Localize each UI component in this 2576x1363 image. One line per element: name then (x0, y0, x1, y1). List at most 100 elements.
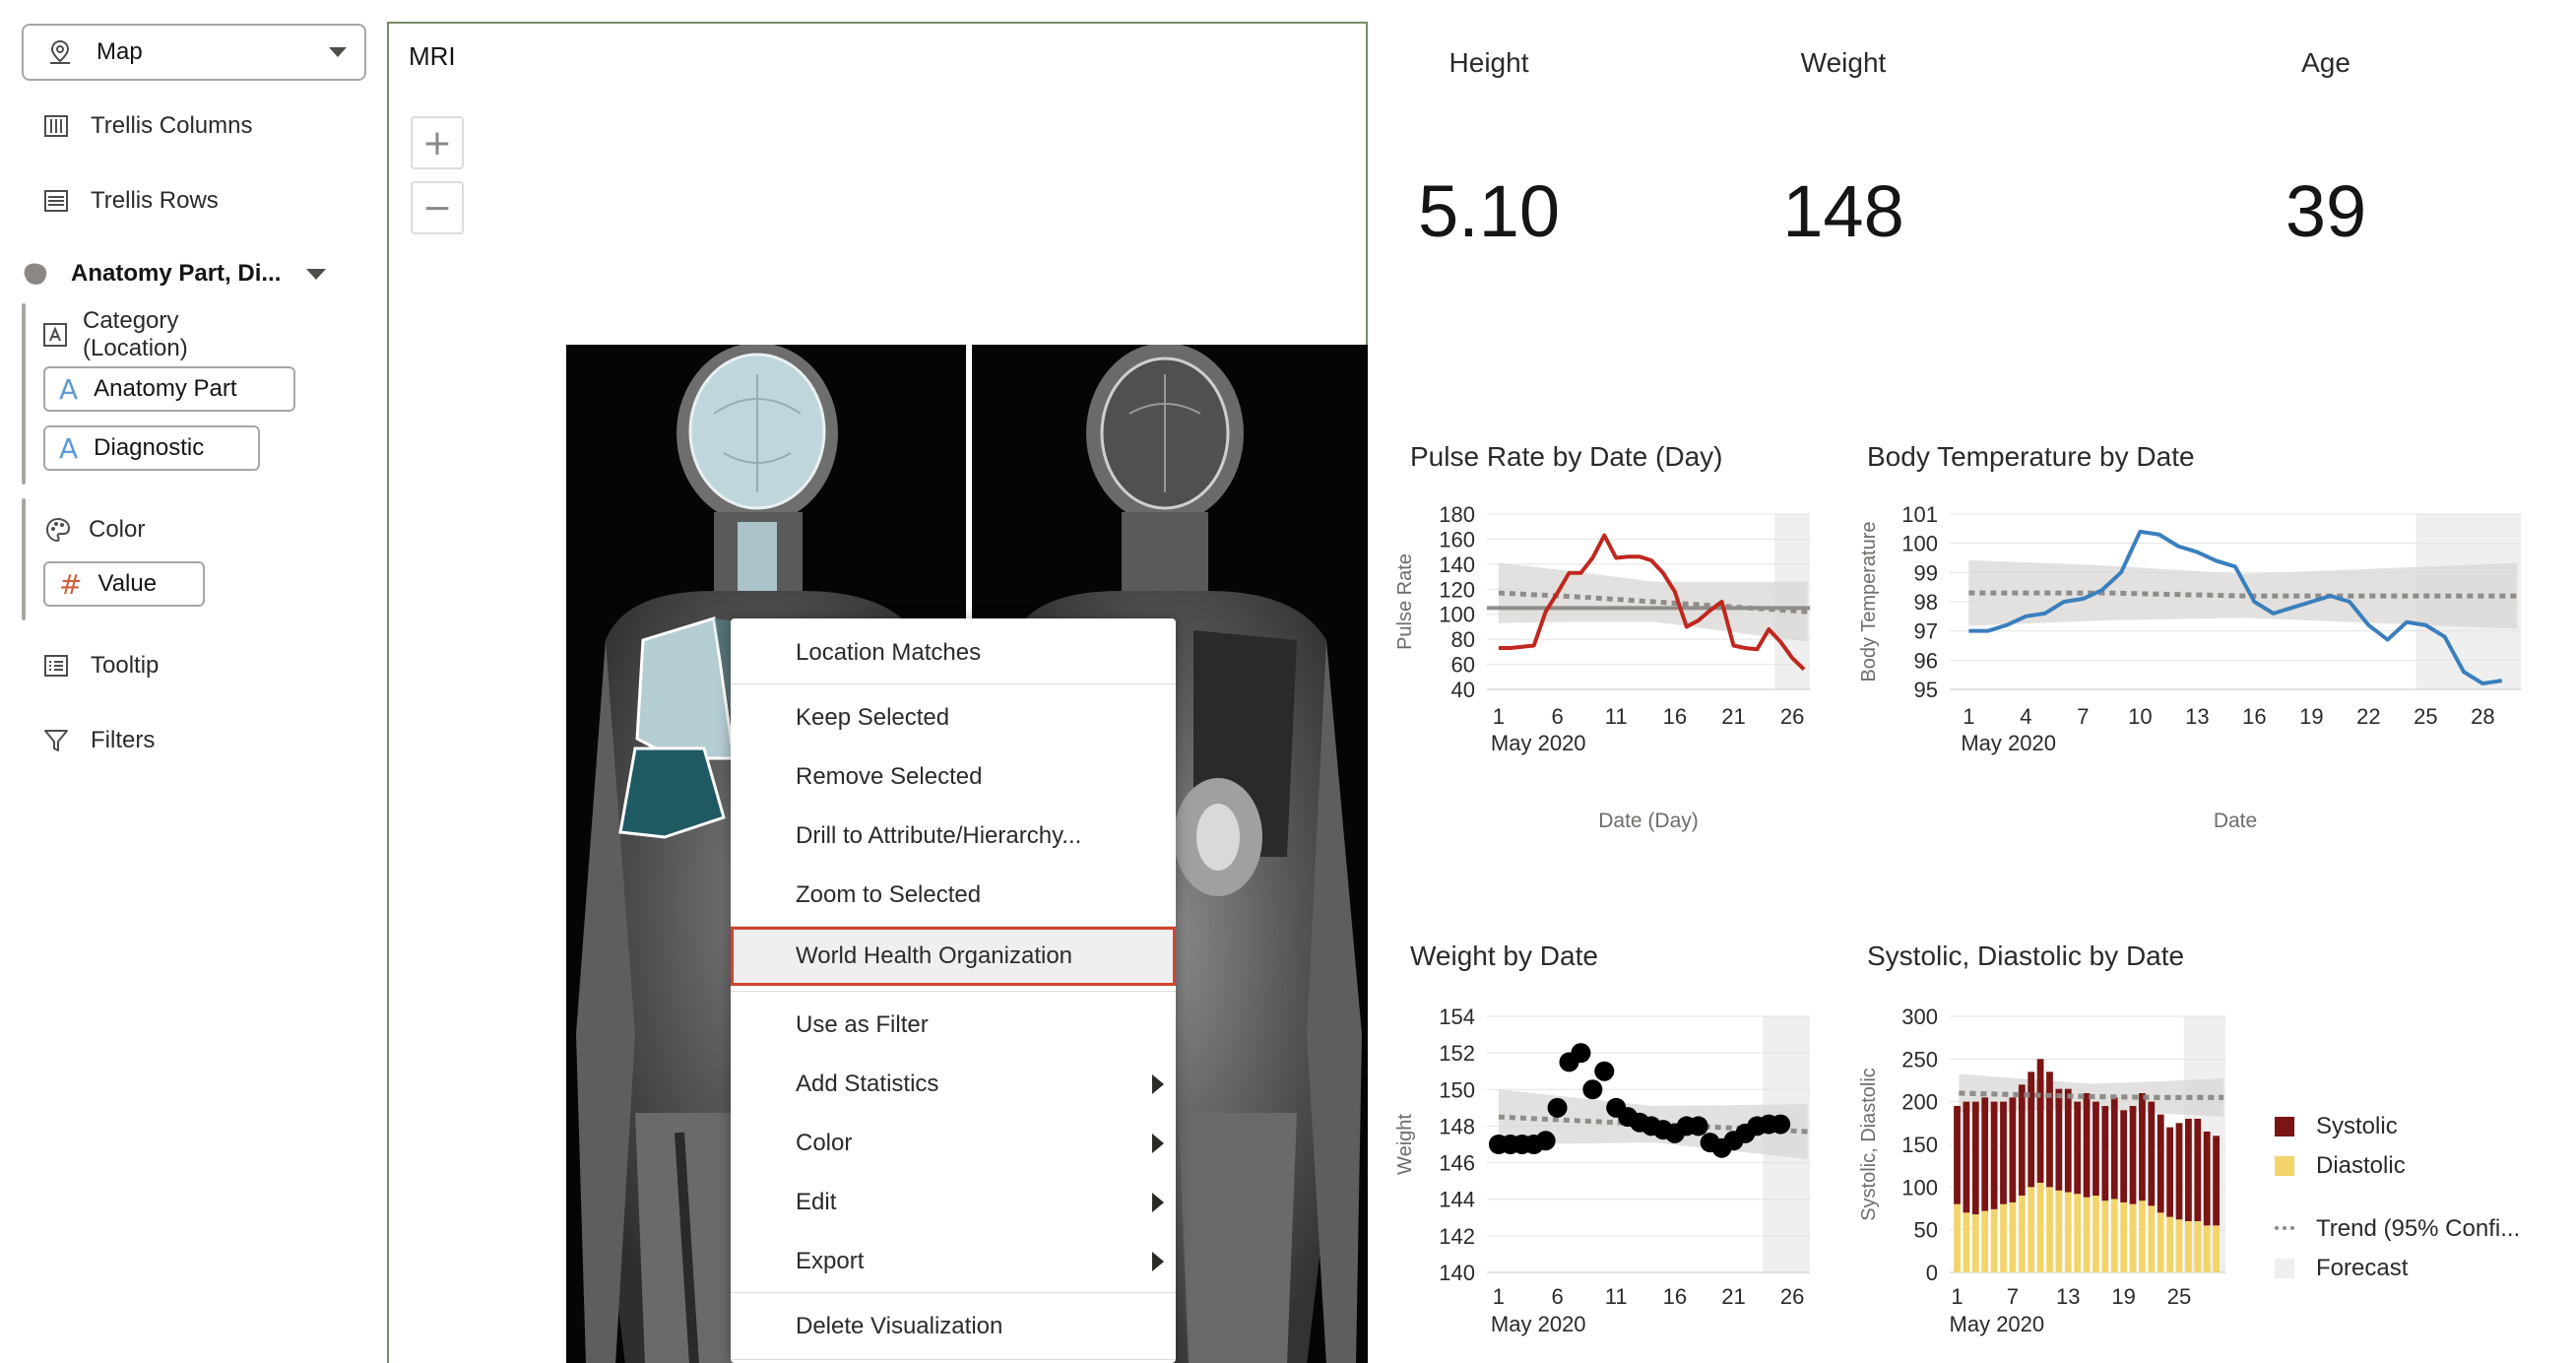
series-line (1498, 533, 1806, 672)
kpi-height-value[interactable]: 5.10 (1417, 170, 1561, 252)
y-tick-label: 140 (1439, 552, 1475, 577)
menu-item-remove-selected[interactable]: Remove Selected (731, 747, 1176, 807)
trellis-rows-label: Trellis Rows (91, 187, 219, 214)
context-menu: Location Matches Keep Selected Remove Se… (731, 618, 1176, 1363)
x-tick-label: 25 (2414, 704, 2437, 729)
x-tick-label: 13 (2185, 704, 2209, 729)
bar-systolic (2110, 1097, 2118, 1200)
tooltip-row[interactable]: Tooltip (39, 646, 159, 685)
data-point (1547, 1097, 1568, 1118)
trend-line (1968, 590, 2518, 599)
bar-diastolic (1971, 1214, 1979, 1272)
bar-systolic (2083, 1093, 2091, 1198)
color-label: Color (89, 516, 146, 543)
x-tick-label: 28 (2471, 704, 2494, 729)
bar-diastolic (2148, 1205, 2156, 1272)
x-tick-label: 19 (2111, 1284, 2135, 1309)
menu-item-location-matches[interactable]: Location Matches (731, 623, 1176, 682)
category-label-row: Category (Location) (43, 307, 194, 361)
legend-item-diastolic[interactable]: Diastolic (2275, 1148, 2406, 1184)
y-tick-label: 150 (1439, 1077, 1475, 1102)
menu-item-use-as-filter[interactable]: Use as Filter (731, 996, 1176, 1055)
bar-systolic (1971, 1101, 1979, 1215)
bar-diastolic (2018, 1196, 2026, 1272)
kpi-age-value[interactable]: 39 (2285, 170, 2367, 252)
bar-systolic (2194, 1119, 2202, 1221)
legend-item-forecast[interactable]: Forecast (2275, 1251, 2408, 1286)
zoom-out-button[interactable]: − (411, 181, 464, 234)
bar-systolic (1954, 1106, 1961, 1204)
x-subtick-label: May 2020 (1961, 731, 2056, 755)
bar-systolic (2139, 1093, 2146, 1201)
menu-separator (731, 683, 1176, 684)
chevron-down-icon (329, 47, 347, 57)
trellis-rows-row[interactable]: Trellis Rows (39, 181, 219, 221)
layer-header[interactable]: Anatomy Part, Di... (22, 252, 327, 295)
y-tick-label: 160 (1439, 527, 1475, 552)
viz-type-dropdown[interactable]: Map (22, 24, 366, 81)
trellis-columns-row[interactable]: Trellis Columns (39, 106, 252, 146)
color-pill-value[interactable]: # Value (43, 561, 205, 607)
menu-item-color[interactable]: Color (731, 1114, 1176, 1173)
y-tick-label: 146 (1439, 1151, 1475, 1176)
menu-item-export[interactable]: Export (731, 1232, 1176, 1291)
menu-item-delete-visualization[interactable]: Delete Visualization (731, 1297, 1176, 1356)
bar-diastolic (2055, 1190, 2063, 1272)
palette-icon (43, 515, 73, 545)
menu-item-label: Export (796, 1248, 865, 1274)
y-tick-label: 99 (1914, 560, 1938, 585)
bar-diastolic (2157, 1212, 2164, 1272)
filters-row[interactable]: Filters (39, 721, 155, 760)
menu-item-zoom-to-selected[interactable]: Zoom to Selected (731, 866, 1176, 925)
x-tick-label: 1 (1963, 704, 1974, 729)
systolic-diastolic-chart[interactable]: 0 50 100 150 200 250 300 1 7 13 19 25 May 2020 Systol… (1851, 993, 2245, 1363)
menu-separator (731, 991, 1176, 992)
bar-diastolic (2093, 1196, 2099, 1272)
series-line (1968, 529, 2502, 686)
number-measure-icon: # (59, 567, 83, 601)
menu-item-add-statistics[interactable]: Add Statistics (731, 1055, 1176, 1114)
menu-item-keep-selected[interactable]: Keep Selected (731, 688, 1176, 747)
menu-item-world-health-organization[interactable]: World Health Organization (731, 927, 1176, 986)
category-pill-anatomy-part[interactable]: A Anatomy Part (43, 366, 295, 412)
menu-separator (731, 1359, 1176, 1360)
category-pill-diagnostic[interactable]: A Diagnostic (43, 425, 260, 471)
x-axis-title: Date (2214, 810, 2257, 832)
legend-swatch (2275, 1117, 2294, 1136)
menu-separator (731, 926, 1176, 927)
y-axis-title: Systolic, Diastolic (1858, 1068, 1880, 1221)
color-drop-target[interactable]: Color # Value (22, 498, 205, 620)
data-point (1594, 1061, 1615, 1081)
y-tick-label: 154 (1439, 1005, 1475, 1029)
data-point (1688, 1116, 1708, 1136)
zoom-in-button[interactable]: + (411, 116, 464, 169)
bar-diastolic (2213, 1225, 2220, 1272)
chart-title-weight: Weight by Date (1410, 941, 1598, 971)
legend-label: Forecast (2316, 1255, 2409, 1281)
kpi-weight-label: Weight (1800, 47, 1887, 78)
legend-item-trend[interactable]: Trend (95% Confi... (2275, 1211, 2520, 1247)
x-subtick-label: May 2020 (1491, 731, 1586, 755)
body-temperature-chart[interactable]: 95 96 97 98 99 100 101 1 4 7 10 13 16 19 22 25 28 May 202… (1851, 492, 2541, 896)
bar-diastolic (1963, 1212, 1970, 1272)
x-tick-label: 16 (1663, 704, 1687, 729)
menu-item-edit[interactable]: Edit (731, 1173, 1176, 1232)
chevron-down-icon[interactable] (306, 268, 327, 280)
category-drop-target[interactable]: Category (Location) A Anatomy Part A Dia… (22, 303, 295, 485)
bar-systolic (2074, 1101, 2082, 1195)
bar-diastolic (1990, 1208, 1998, 1272)
kpi-weight-value[interactable]: 148 (1782, 170, 1904, 252)
y-tick-label: 95 (1914, 678, 1938, 702)
menu-item-label: Add Statistics (796, 1071, 939, 1097)
y-tick-label: 140 (1439, 1261, 1475, 1285)
legend-item-systolic[interactable]: Systolic (2275, 1109, 2398, 1144)
bar-systolic (2046, 1071, 2053, 1188)
viz-type-label: Map (97, 38, 143, 65)
x-tick-label: 19 (2299, 704, 2323, 729)
bar-diastolic (1981, 1210, 1989, 1272)
data-point (1771, 1114, 1791, 1135)
bar-systolic (1981, 1097, 1989, 1211)
menu-item-drill[interactable]: Drill to Attribute/Hierarchy... (731, 807, 1176, 866)
